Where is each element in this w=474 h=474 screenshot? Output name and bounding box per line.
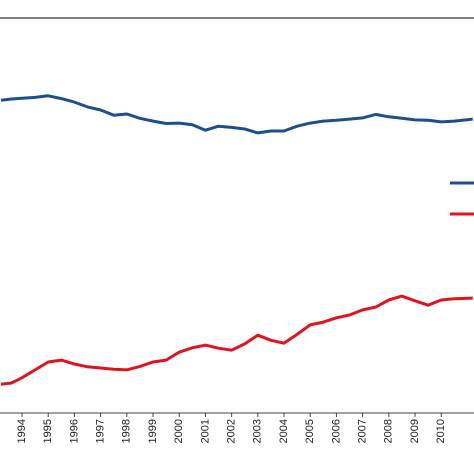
x-tick-label: 1997 — [95, 419, 107, 443]
x-tick-label: 1998 — [121, 419, 133, 443]
x-tick-label: 1995 — [42, 419, 54, 443]
x-tick-label: 2001 — [199, 419, 211, 443]
x-tick-label: 2000 — [173, 419, 185, 443]
x-tick-label: 1996 — [68, 419, 80, 443]
x-tick-label: 2007 — [357, 419, 369, 443]
x-tick-label: 2004 — [278, 419, 290, 443]
x-tick-label: 2008 — [383, 419, 395, 443]
x-tick-label: 1994 — [16, 419, 28, 443]
x-tick-label: 2010 — [435, 419, 447, 443]
x-tick-label: 2006 — [330, 419, 342, 443]
x-tick-label: 2005 — [304, 419, 316, 443]
x-tick-label: 2003 — [252, 419, 264, 443]
series-line — [0, 294, 473, 386]
x-tick-label: 2009 — [409, 419, 421, 443]
x-tick-label: 2002 — [226, 419, 238, 443]
x-tick-label: 1999 — [147, 419, 159, 443]
x-tick-label: 1993 — [0, 419, 2, 443]
series-line — [0, 94, 473, 135]
